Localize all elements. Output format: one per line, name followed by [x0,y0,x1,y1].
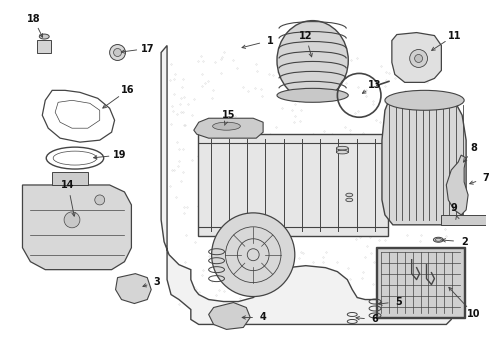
Ellipse shape [346,198,353,202]
Text: 16: 16 [121,85,134,95]
Text: 8: 8 [470,143,477,153]
Text: 9: 9 [451,203,458,213]
Polygon shape [377,248,464,318]
Circle shape [212,213,295,297]
Polygon shape [392,32,441,82]
Circle shape [110,45,125,60]
Polygon shape [382,100,466,225]
Polygon shape [23,185,131,270]
Circle shape [64,212,80,228]
Text: 15: 15 [221,110,235,120]
FancyBboxPatch shape [37,40,51,54]
Ellipse shape [39,34,49,39]
Text: 2: 2 [461,237,467,247]
Text: 19: 19 [113,150,126,160]
Polygon shape [194,118,263,138]
Text: 17: 17 [141,44,154,54]
Ellipse shape [277,21,348,100]
Text: 12: 12 [299,31,313,41]
Text: 1: 1 [267,36,273,46]
Circle shape [114,49,122,57]
Polygon shape [52,172,88,185]
Circle shape [415,54,422,62]
Text: 6: 6 [371,314,378,324]
Ellipse shape [213,122,240,130]
Text: 10: 10 [467,310,481,319]
Text: 7: 7 [483,173,490,183]
Text: 11: 11 [447,31,461,41]
Polygon shape [116,274,151,303]
Ellipse shape [337,146,348,150]
Polygon shape [441,215,486,225]
FancyBboxPatch shape [198,134,388,236]
Polygon shape [209,302,250,329]
Ellipse shape [337,150,348,154]
Ellipse shape [277,88,348,102]
Ellipse shape [346,193,353,197]
Polygon shape [161,45,451,324]
Polygon shape [446,155,468,215]
Circle shape [95,195,105,205]
Text: 18: 18 [26,14,40,24]
Text: 4: 4 [260,312,267,323]
Text: 3: 3 [154,276,161,287]
Ellipse shape [385,90,464,110]
Circle shape [410,50,427,67]
Text: 5: 5 [395,297,402,306]
Text: 13: 13 [368,80,382,90]
Text: 14: 14 [61,180,75,190]
Ellipse shape [434,237,443,242]
